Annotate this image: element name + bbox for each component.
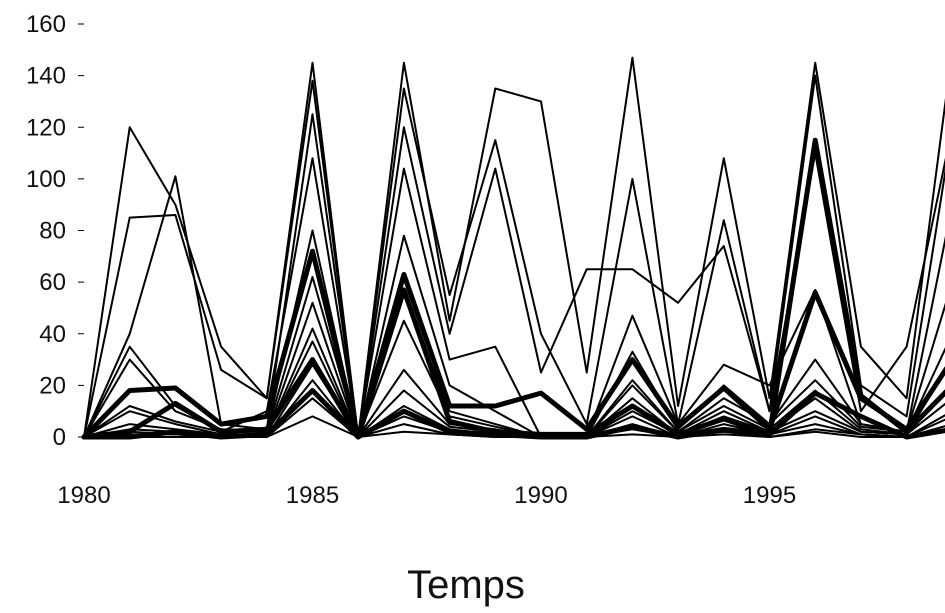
y-tick-label: 100 xyxy=(26,166,66,193)
y-tick-label: 20 xyxy=(39,372,66,399)
y-axis: 0 20 40 60 80 100 120 140 160 xyxy=(26,11,84,451)
series-line-16 xyxy=(81,388,945,440)
y-tick-label: 160 xyxy=(26,11,66,38)
series-line-6 xyxy=(83,276,945,438)
series-layer xyxy=(81,56,945,440)
series-line-1 xyxy=(83,56,945,438)
x-tick-label: 1995 xyxy=(743,482,796,509)
series-line-2 xyxy=(83,74,945,438)
x-tick-label: 1985 xyxy=(286,482,339,509)
series-line-15 xyxy=(81,137,945,440)
y-tick-label: 140 xyxy=(26,63,66,90)
x-axis: 1980 1985 1990 1995 xyxy=(57,482,796,509)
series-line-5 xyxy=(83,229,945,438)
y-tick-label: 60 xyxy=(39,269,66,296)
x-axis-label: Temps xyxy=(407,563,525,607)
series-line-14 xyxy=(81,248,945,440)
y-tick-label: 0 xyxy=(53,424,66,451)
series-line-4 xyxy=(83,157,945,438)
y-tick-label: 80 xyxy=(39,218,66,245)
x-tick-label: 1990 xyxy=(514,482,567,509)
series-line-3 xyxy=(83,113,945,438)
y-tick-label: 40 xyxy=(39,321,66,348)
x-tick-label: 1980 xyxy=(57,482,110,509)
y-tick-label: 120 xyxy=(26,114,66,141)
